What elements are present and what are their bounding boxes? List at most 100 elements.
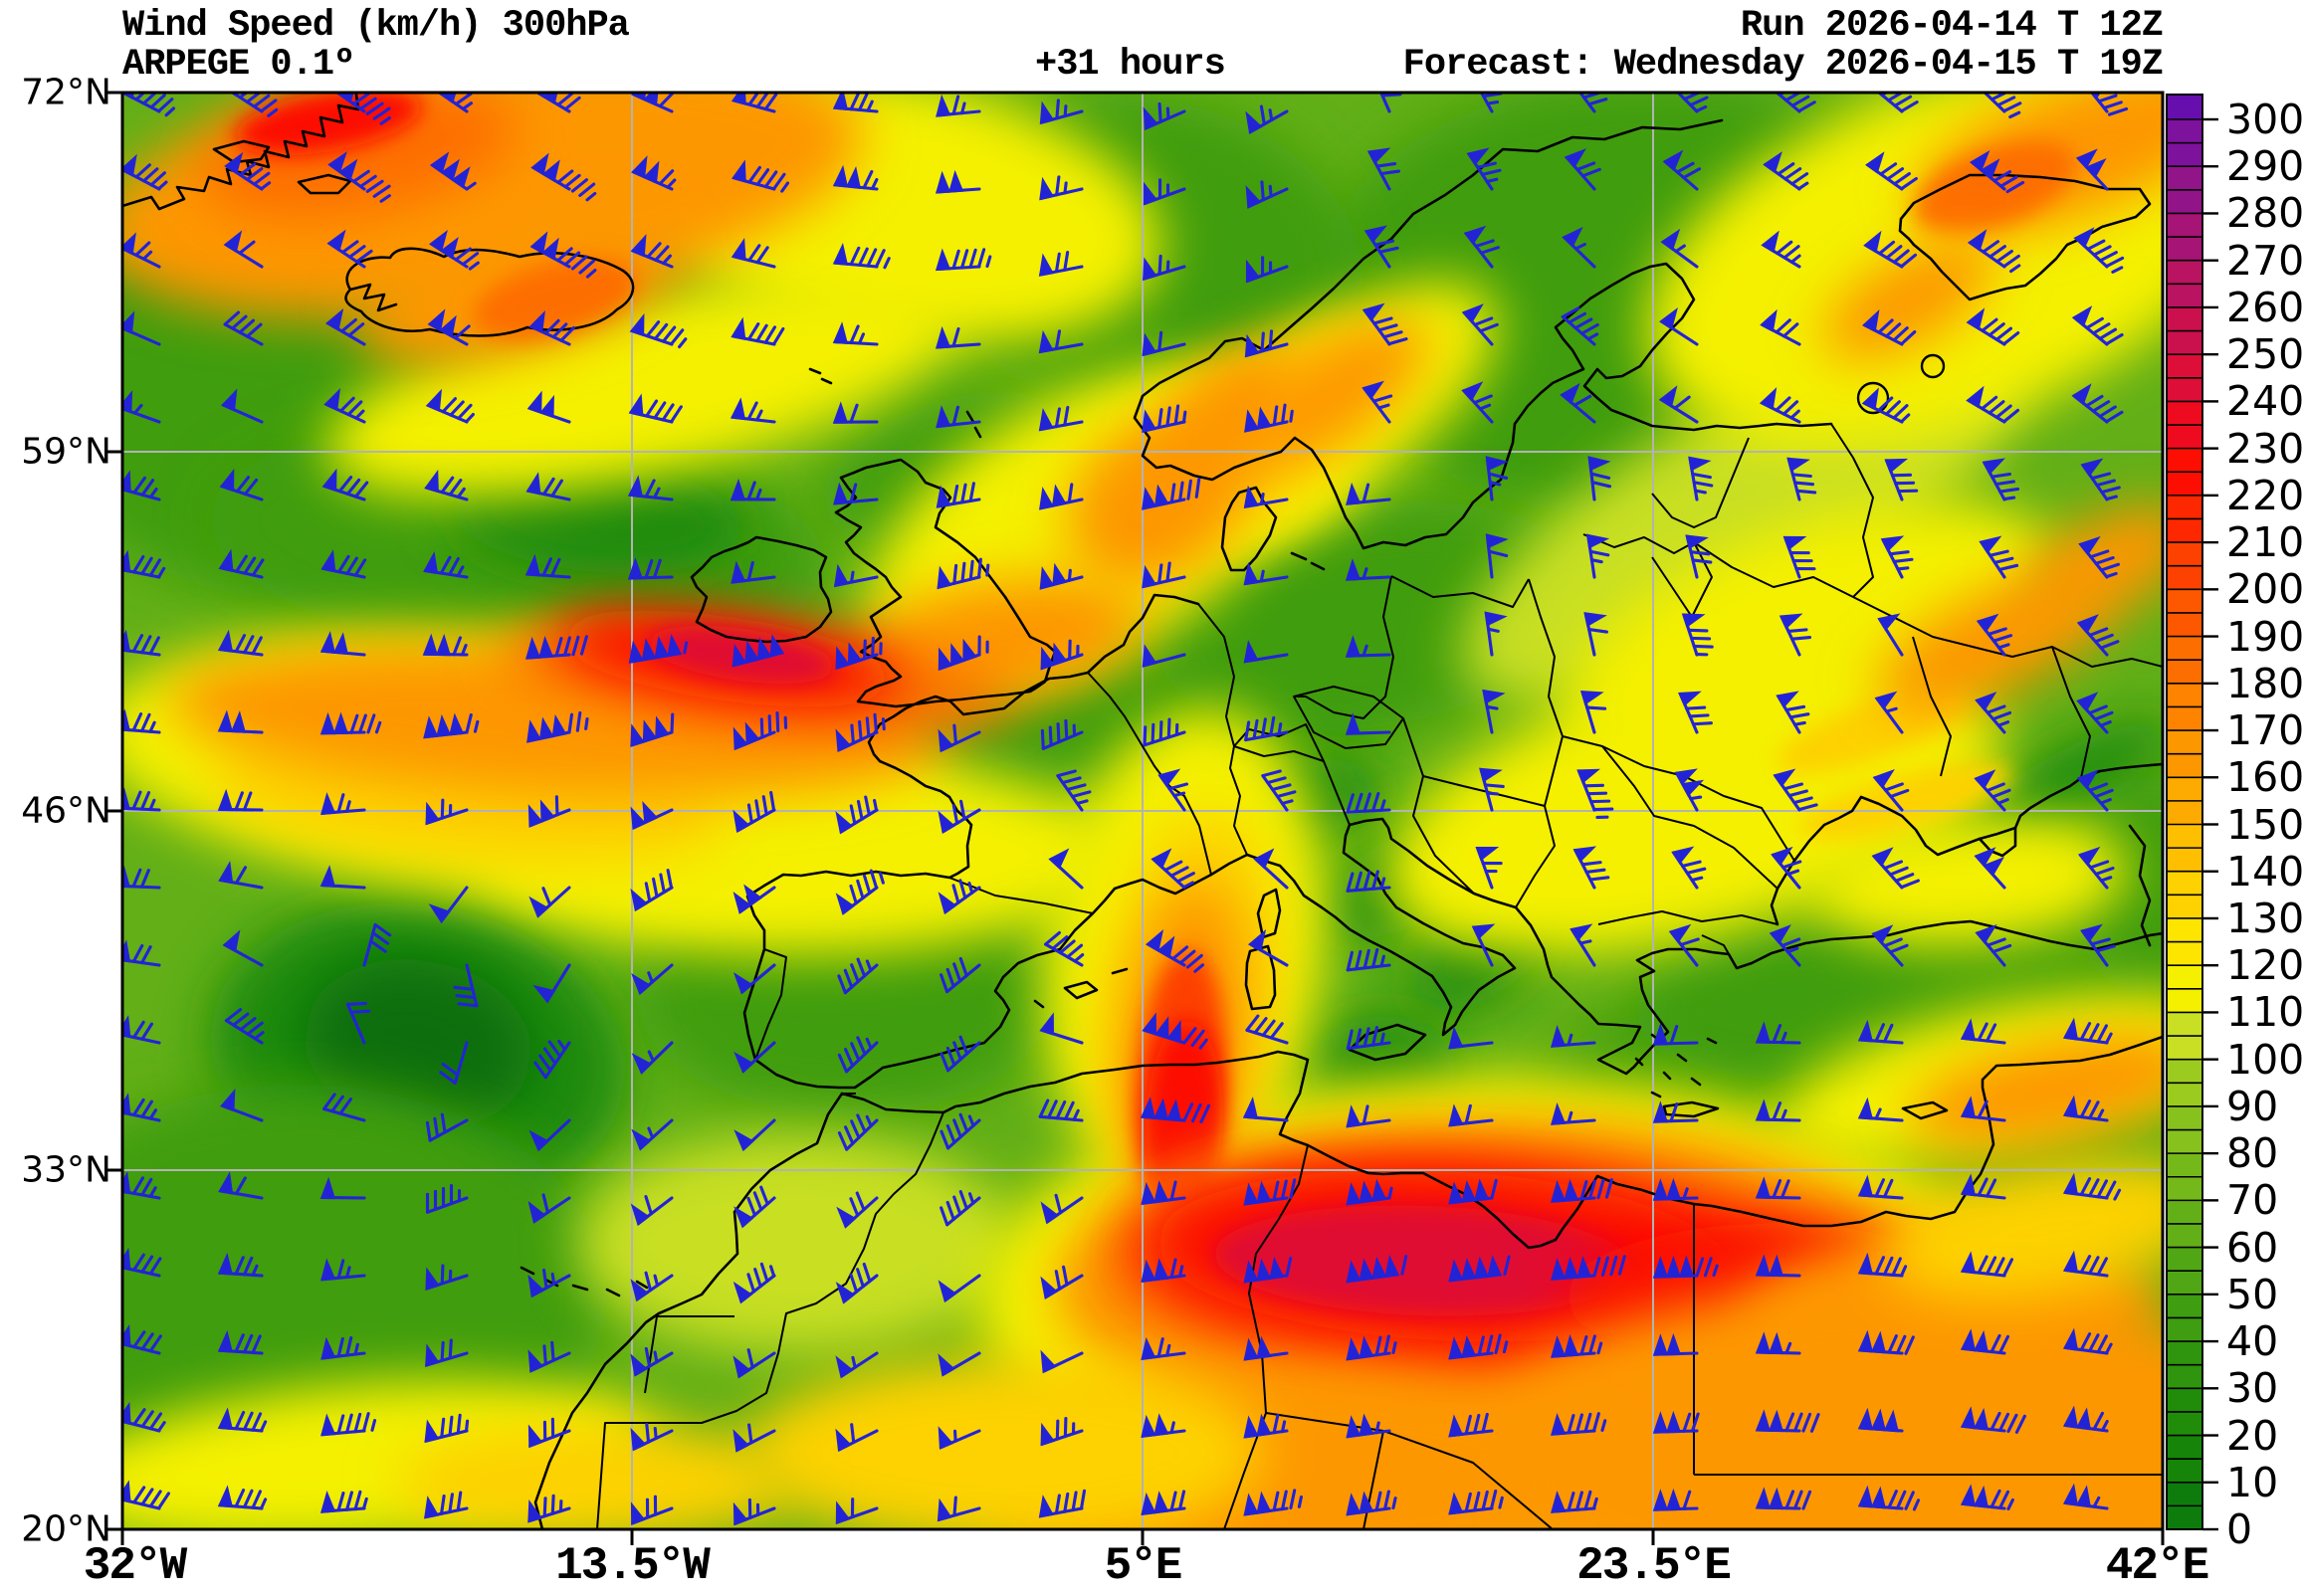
wind-barb <box>938 879 981 915</box>
wind-barb <box>2062 1095 2109 1122</box>
wind-barb <box>733 1118 776 1152</box>
wind-barb <box>1038 250 1084 277</box>
wind-barb <box>1461 381 1494 424</box>
wind-barb <box>835 712 886 753</box>
wind-barb <box>1560 382 1596 424</box>
wind-barb <box>429 151 477 191</box>
colorbar-tick-label: 50 <box>2226 1270 2279 1318</box>
wind-barb <box>424 1491 469 1519</box>
wind-barb <box>1345 712 1391 735</box>
wind-barb <box>218 548 265 579</box>
colorbar-tick-label: 200 <box>2226 565 2302 614</box>
wind-barb <box>1760 308 1801 346</box>
wind-barb <box>936 325 981 349</box>
wind-barb <box>1346 1255 1408 1284</box>
wind-barb <box>730 397 776 424</box>
wind-barb <box>832 93 879 113</box>
wind-barb <box>936 482 981 508</box>
wind-barb <box>832 164 879 191</box>
colorbar-tick-label: 160 <box>2226 753 2302 802</box>
wind-barb <box>1040 639 1084 671</box>
wind-barb <box>320 1490 368 1513</box>
lon-tick-label: 13.5°W <box>555 1540 711 1592</box>
colorbar-tick-label: 150 <box>2226 800 2302 849</box>
wind-barb <box>1142 1012 1208 1050</box>
colorbar-tick-label: 110 <box>2226 988 2302 1037</box>
wind-barb <box>1551 1490 1598 1513</box>
wind-barb <box>935 248 992 272</box>
wind-barb <box>1585 533 1610 579</box>
wind-barb <box>1763 151 1809 191</box>
wind-barb <box>1755 1409 1820 1433</box>
wind-barb <box>938 1274 981 1303</box>
wind-barb <box>936 94 981 117</box>
wind-barb <box>327 151 391 203</box>
wind-barb <box>1570 923 1596 967</box>
wind-barb <box>1579 691 1607 734</box>
wind-barb <box>222 929 264 967</box>
wind-barb <box>219 468 264 501</box>
wind-barb <box>1562 226 1596 269</box>
wind-barb <box>1145 928 1205 973</box>
wind-barb <box>1755 1487 1812 1510</box>
wind-barb <box>423 712 480 739</box>
wind-barb <box>1366 147 1401 191</box>
wind-barb <box>1245 1014 1289 1045</box>
wind-barb <box>1861 387 1911 424</box>
wind-barb <box>1863 230 1918 269</box>
wind-barb <box>320 792 366 816</box>
wind-barb <box>940 1112 981 1150</box>
wind-barb <box>938 1426 981 1450</box>
wind-barb <box>1361 380 1393 424</box>
wind-barb <box>837 1113 879 1151</box>
wind-barb <box>1551 1025 1596 1048</box>
wind-barb <box>1479 767 1505 812</box>
colorbar-tick-label: 0 <box>2226 1505 2253 1553</box>
wind-barb <box>936 405 981 429</box>
wind-barb <box>1485 456 1509 501</box>
wind-barb <box>217 1329 264 1355</box>
wind-barb <box>732 884 776 914</box>
wind-barb <box>527 795 571 828</box>
wind-barb <box>1652 1255 1719 1279</box>
wind-barb <box>1056 769 1092 812</box>
wind-barb <box>2078 535 2120 579</box>
wind-barb <box>1966 307 2020 346</box>
wind-barb <box>630 712 675 747</box>
wind-barb <box>630 1346 674 1377</box>
wind-barb <box>1773 768 1818 812</box>
wind-barb <box>1346 1413 1391 1439</box>
colorbar-tick-label: 120 <box>2226 941 2302 990</box>
wind-barb <box>1346 870 1391 893</box>
wind-barb <box>1143 101 1186 131</box>
wind-barb <box>1769 924 1801 967</box>
country-borders <box>596 423 2163 1529</box>
colorbar-tick-label: 30 <box>2226 1364 2279 1413</box>
wind-barb <box>1039 562 1084 590</box>
wind-barb <box>1674 768 1705 812</box>
wind-barb <box>836 1191 879 1229</box>
wind-barb <box>527 1340 571 1373</box>
wind-barb <box>1143 254 1186 282</box>
wind-barb <box>1587 456 1612 501</box>
colorbar-tick-label: 290 <box>2226 142 2302 191</box>
wind-barb <box>1142 561 1186 589</box>
wind-barb <box>122 390 161 424</box>
wind-barb <box>1040 1349 1084 1374</box>
wind-barb <box>1466 147 1502 191</box>
wind-barb <box>2075 148 2109 191</box>
forecast-label: Forecast: Wednesday 2026-04-15 T 19Z <box>1402 44 2164 86</box>
wind-barb <box>122 1480 171 1510</box>
wind-barb <box>423 551 469 579</box>
wind-barb <box>2076 692 2114 734</box>
wind-barb <box>1142 330 1186 357</box>
wind-barb <box>630 234 674 269</box>
wind-barb <box>1857 1097 1904 1122</box>
wind-barb <box>1871 847 1920 890</box>
wind-barb <box>2062 1405 2109 1433</box>
wind-barb <box>1243 1256 1293 1284</box>
lat-tick-label: 72°N <box>21 72 111 113</box>
wind-barb <box>731 316 785 346</box>
wind-barb <box>1448 1333 1509 1360</box>
wind-barb <box>2073 227 2125 274</box>
